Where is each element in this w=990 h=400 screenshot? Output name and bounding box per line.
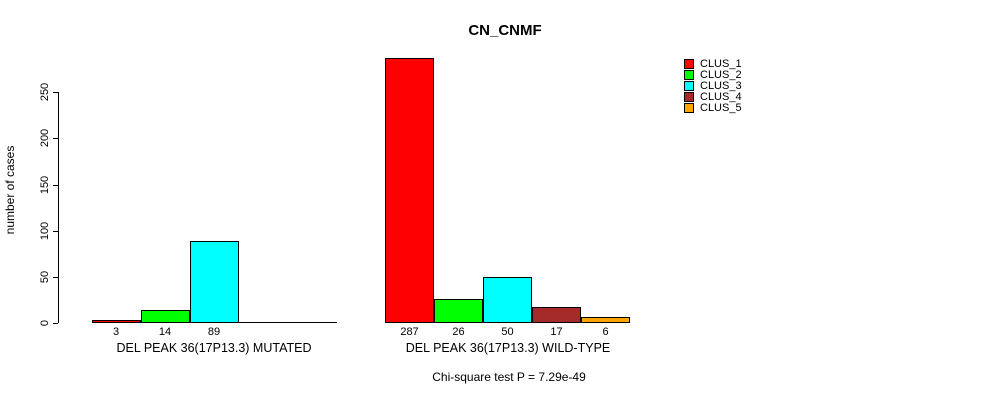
y-tick-label: 100 <box>39 221 51 241</box>
bar-value-label: 14 <box>158 326 172 338</box>
legend-swatch <box>684 103 694 113</box>
chart-title: CN_CNMF <box>468 22 542 39</box>
legend-item: CLUS_5 <box>684 102 742 114</box>
legend-label: CLUS_4 <box>700 91 742 103</box>
legend-swatch <box>684 92 694 102</box>
legend-label: CLUS_2 <box>700 69 742 81</box>
y-tick <box>53 92 58 93</box>
y-tick <box>53 138 58 139</box>
bar-clus_2 <box>434 299 483 323</box>
y-tick <box>53 185 58 186</box>
y-tick-label: 50 <box>39 270 51 284</box>
legend-item: CLUS_2 <box>684 69 742 81</box>
group-label-wild-type: DEL PEAK 36(17P13.3) WILD-TYPE <box>405 341 611 355</box>
bar-value-label: 287 <box>400 326 419 338</box>
legend-swatch <box>684 59 694 69</box>
bar-value-label: 26 <box>452 326 465 338</box>
bar-clus_5 <box>581 317 630 323</box>
bar-value-label: 89 <box>207 326 221 338</box>
legend-swatch <box>684 70 694 80</box>
legend-swatch <box>684 81 694 91</box>
bar-value-label: 17 <box>550 326 563 338</box>
legend-item: CLUS_3 <box>684 80 742 92</box>
y-tick-label: 250 <box>39 82 51 102</box>
chi-square-note: Chi-square test P = 7.29e-49 <box>432 370 586 384</box>
y-tick-label: 150 <box>39 175 51 195</box>
bar-value-label: 50 <box>501 326 514 338</box>
bar-clus_2 <box>140 310 190 323</box>
y-tick <box>53 277 58 278</box>
bar-value-label: 6 <box>602 326 609 338</box>
y-tick <box>53 323 58 324</box>
legend-label: CLUS_3 <box>700 80 742 92</box>
group-label-mutated: DEL PEAK 36(17P13.3) MUTATED <box>116 341 312 355</box>
legend-label: CLUS_5 <box>700 102 742 114</box>
y-axis <box>58 92 59 323</box>
bar-value-label: 3 <box>112 326 120 338</box>
bar-clus_1 <box>385 58 434 323</box>
legend-label: CLUS_1 <box>700 58 742 70</box>
y-tick-label: 0 <box>39 319 51 327</box>
bar-clus_3 <box>189 241 239 323</box>
bar-clus_1 <box>91 320 141 323</box>
y-tick <box>53 231 58 232</box>
legend-item: CLUS_1 <box>684 58 742 70</box>
legend: CLUS_1 CLUS_2 CLUS_3 CLUS_4 CLUS_5 <box>684 59 742 114</box>
legend-item: CLUS_4 <box>684 91 742 103</box>
y-tick-label: 200 <box>39 128 51 148</box>
bar-clus_3 <box>483 277 532 323</box>
bar-clus_4 <box>532 307 581 323</box>
y-axis-label: number of cases <box>3 145 17 235</box>
